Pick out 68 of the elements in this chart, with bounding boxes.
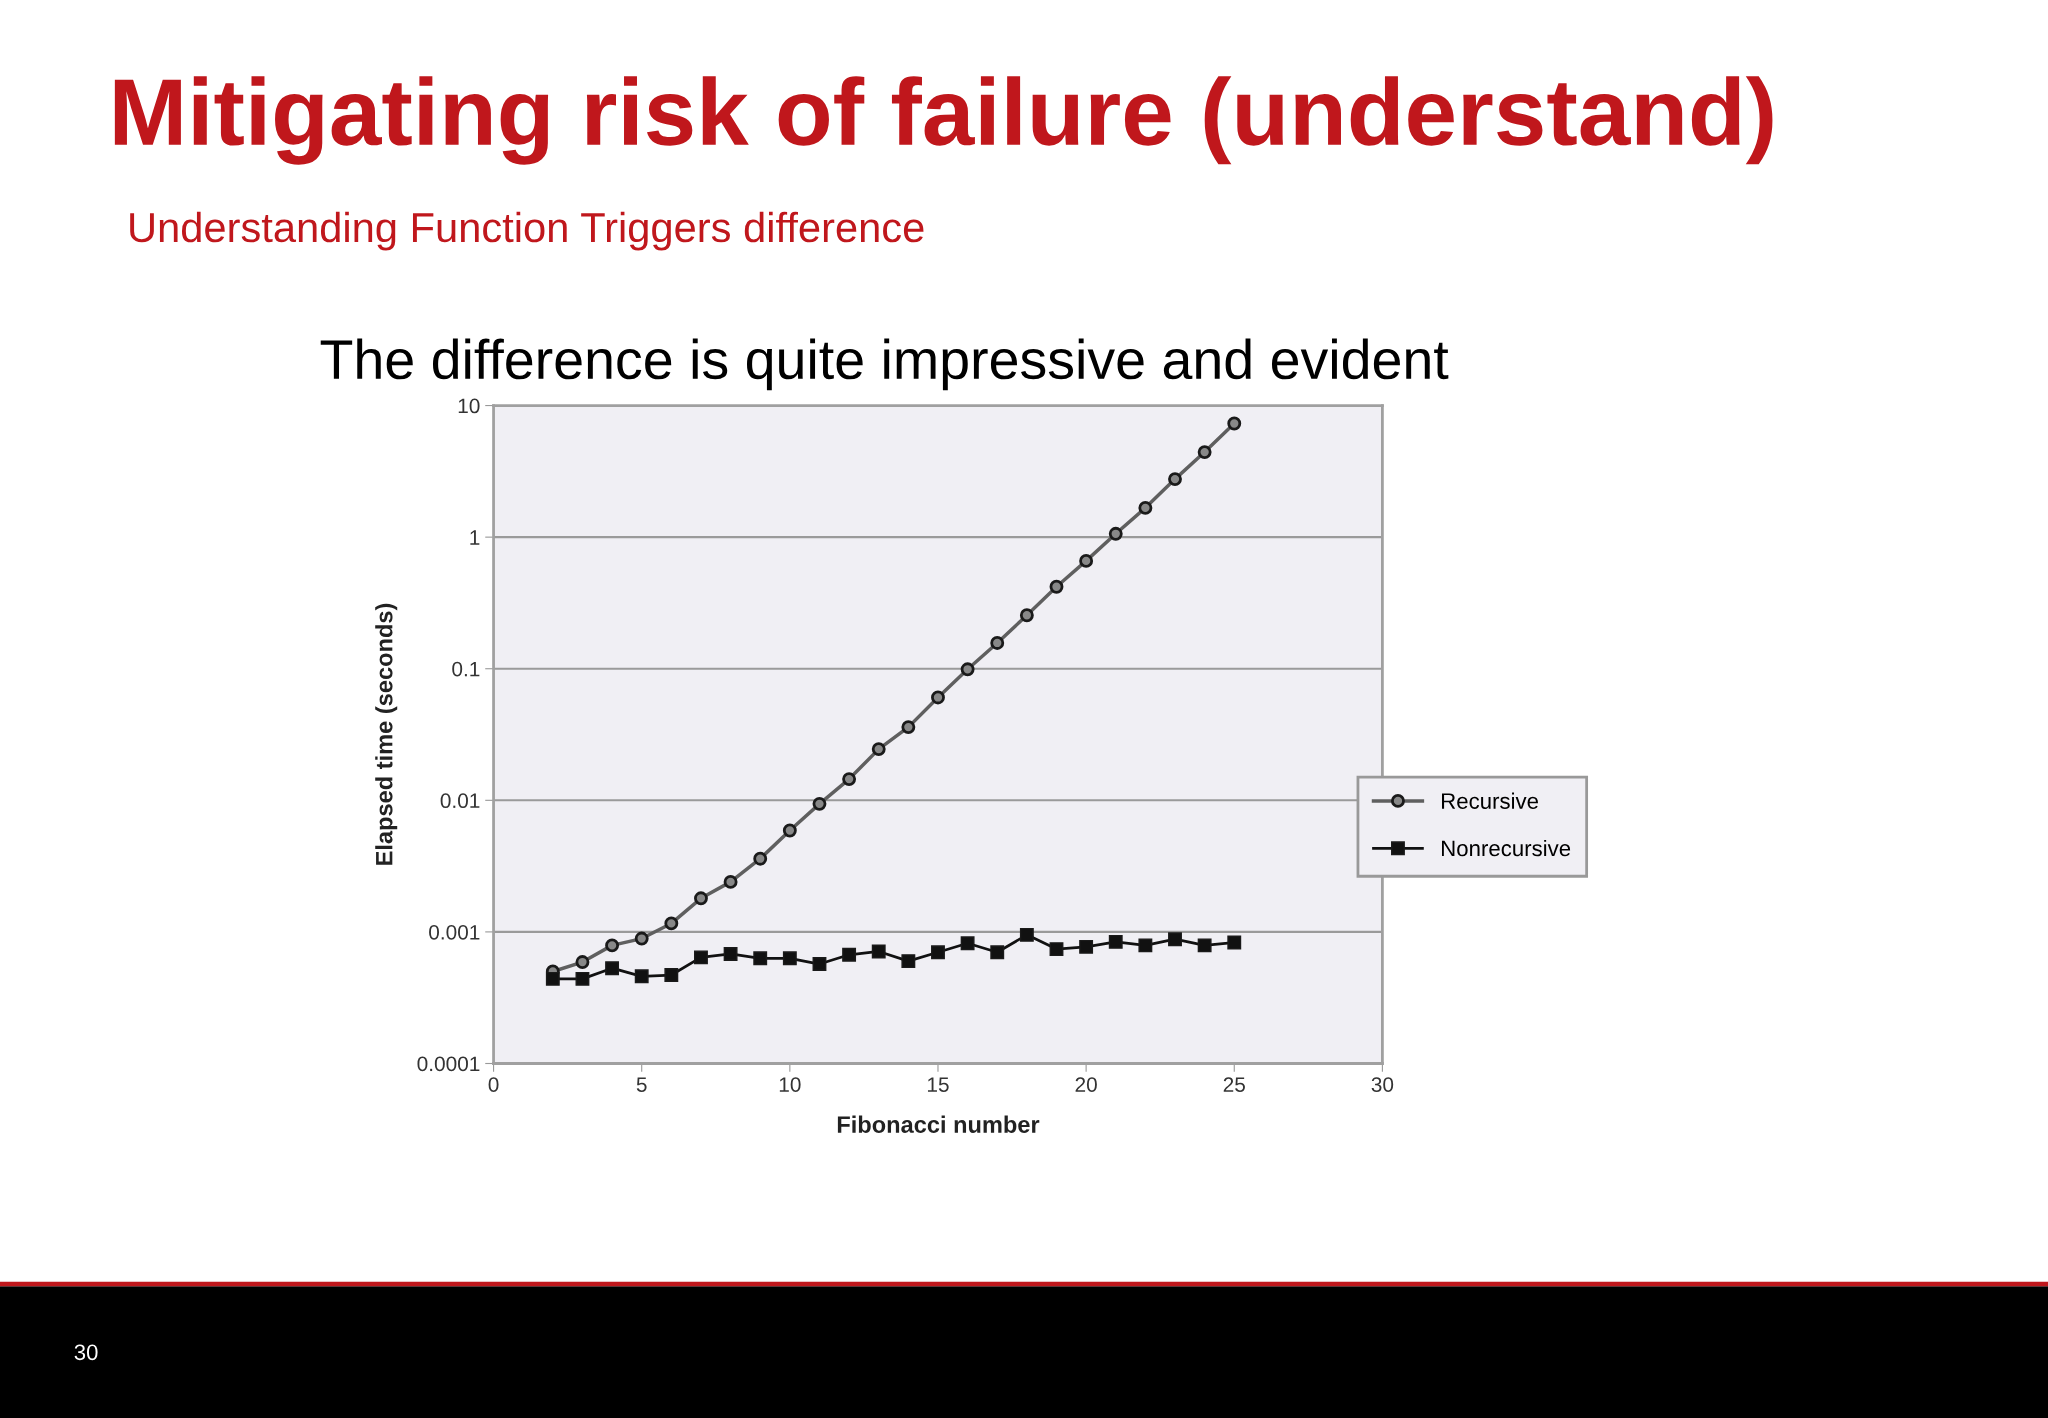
x-tick-label: 5 (636, 1077, 647, 1092)
legend-label: Nonrecursive (1442, 839, 1571, 857)
point (694, 950, 708, 965)
x-tick-label: 15 (927, 1077, 949, 1092)
point (812, 957, 827, 971)
point (1227, 416, 1242, 431)
x-tick-label: 10 (779, 1077, 801, 1092)
point (1079, 553, 1094, 568)
point (782, 951, 797, 966)
y-tick-label: 0.01 (440, 793, 480, 809)
point (1049, 942, 1064, 957)
point (1108, 934, 1123, 949)
y-tick-label: 10 (458, 398, 480, 414)
point (605, 938, 620, 953)
point (634, 969, 649, 984)
chart-title: Mitigating risk of failure (understand) (114, 76, 1773, 165)
x-tick-label: 25 (1223, 1077, 1245, 1092)
point (1108, 526, 1123, 541)
point (782, 823, 797, 838)
point (931, 690, 945, 705)
y-axis-title: Elapsed time (seconds) (375, 603, 398, 865)
point (1079, 939, 1094, 954)
y-tick-label: 0.1 (452, 661, 480, 677)
x-tick-label: 20 (1075, 1077, 1097, 1092)
point (545, 971, 560, 986)
point (901, 720, 916, 735)
point (1168, 932, 1182, 947)
point (1138, 938, 1153, 953)
point (931, 945, 945, 960)
y-tick-label: 0.001 (429, 924, 480, 940)
point (990, 945, 1005, 960)
point (753, 851, 768, 866)
point (960, 936, 975, 951)
point (1049, 579, 1064, 594)
y-tick-label: 1 (470, 530, 480, 545)
point (723, 947, 738, 961)
x-tick-label: 0 (488, 1077, 499, 1092)
point (871, 742, 886, 757)
text: 30 (74, 1344, 98, 1361)
point (1019, 608, 1034, 623)
point (960, 662, 975, 677)
point (812, 796, 827, 811)
point (694, 891, 708, 906)
point (1168, 472, 1182, 487)
point (1019, 927, 1034, 942)
point (1197, 445, 1212, 460)
point (575, 955, 590, 970)
point (901, 954, 916, 969)
point (1138, 500, 1153, 515)
legend-label: Recursive (1442, 792, 1538, 809)
chart-subtitle: Understanding Function Triggers difference (130, 211, 924, 251)
point (842, 772, 857, 787)
point (871, 944, 886, 959)
text: The difference is quite impressive and evident (320, 338, 1449, 391)
point (664, 968, 679, 983)
point (990, 636, 1005, 650)
point (605, 961, 620, 976)
point (1227, 935, 1242, 950)
point (842, 947, 857, 962)
point (723, 874, 738, 889)
point (753, 951, 768, 966)
point (575, 971, 590, 986)
point (1197, 938, 1212, 953)
x-axis-title: Fibonacci number (837, 1115, 1040, 1133)
y-tick-label: 0.0001 (417, 1056, 480, 1072)
x-tick-label: 30 (1371, 1077, 1394, 1092)
point (634, 931, 649, 946)
point (664, 916, 679, 931)
